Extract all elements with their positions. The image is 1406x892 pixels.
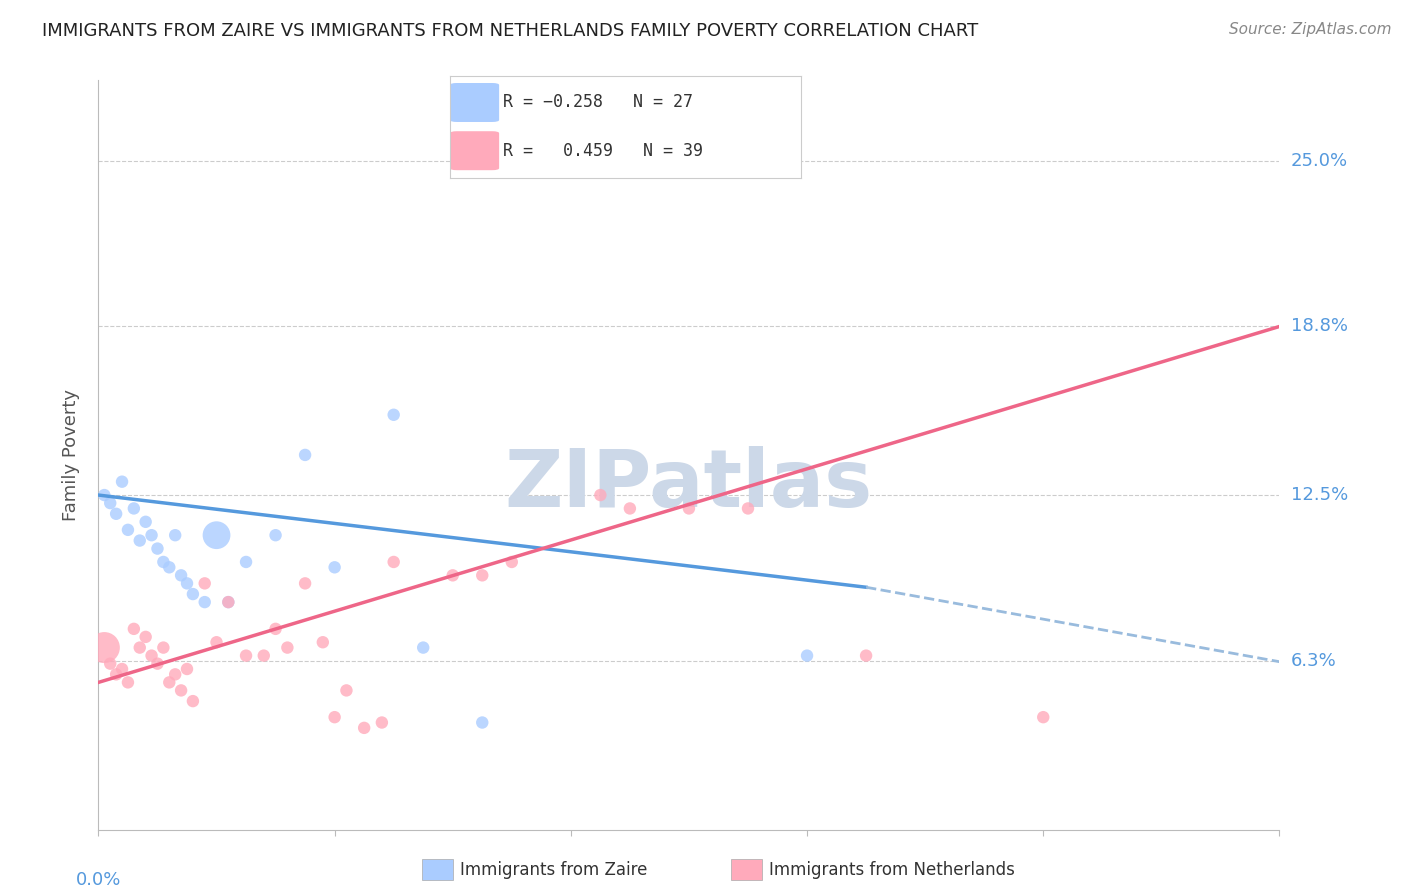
Point — [181, 587, 204, 601]
Point — [217, 595, 239, 609]
Point — [264, 622, 287, 636]
Point — [98, 496, 121, 510]
Point — [146, 657, 169, 671]
Point — [117, 523, 139, 537]
Point — [111, 475, 134, 489]
Point — [170, 568, 193, 582]
Point — [152, 640, 174, 655]
Point — [157, 560, 180, 574]
Point — [122, 501, 145, 516]
Point — [323, 710, 346, 724]
Point — [135, 515, 157, 529]
Point — [441, 568, 464, 582]
Text: ZIPatlas: ZIPatlas — [505, 446, 873, 524]
Point — [371, 715, 394, 730]
Point — [235, 555, 257, 569]
Point — [141, 528, 163, 542]
Point — [235, 648, 257, 663]
Point — [194, 595, 217, 609]
Point — [471, 715, 494, 730]
Text: 18.8%: 18.8% — [1291, 318, 1347, 335]
FancyBboxPatch shape — [450, 83, 499, 122]
Point — [105, 507, 128, 521]
Point — [152, 555, 174, 569]
Text: R =   0.459   N = 39: R = 0.459 N = 39 — [503, 142, 703, 160]
Point — [855, 648, 877, 663]
Y-axis label: Family Poverty: Family Poverty — [62, 389, 80, 521]
Point — [111, 662, 134, 676]
Point — [264, 528, 287, 542]
Point — [501, 555, 523, 569]
Point — [737, 501, 759, 516]
Point — [105, 667, 128, 681]
Point — [128, 533, 150, 548]
Point — [312, 635, 335, 649]
FancyBboxPatch shape — [450, 131, 499, 170]
Point — [217, 595, 239, 609]
Point — [205, 528, 228, 542]
Point — [276, 640, 298, 655]
Point — [323, 560, 346, 574]
Point — [141, 648, 163, 663]
Point — [165, 667, 187, 681]
Point — [157, 675, 180, 690]
Point — [181, 694, 204, 708]
Text: Source: ZipAtlas.com: Source: ZipAtlas.com — [1229, 22, 1392, 37]
Text: Immigrants from Zaire: Immigrants from Zaire — [460, 861, 647, 879]
Text: 12.5%: 12.5% — [1291, 486, 1348, 504]
Point — [98, 657, 121, 671]
Point — [170, 683, 193, 698]
Point — [176, 576, 198, 591]
Point — [128, 640, 150, 655]
Point — [589, 488, 612, 502]
Point — [678, 501, 700, 516]
Text: 0.0%: 0.0% — [76, 871, 121, 888]
Text: Immigrants from Netherlands: Immigrants from Netherlands — [769, 861, 1015, 879]
Point — [93, 488, 115, 502]
Point — [353, 721, 375, 735]
Text: IMMIGRANTS FROM ZAIRE VS IMMIGRANTS FROM NETHERLANDS FAMILY POVERTY CORRELATION : IMMIGRANTS FROM ZAIRE VS IMMIGRANTS FROM… — [42, 22, 979, 40]
Point — [294, 448, 316, 462]
Point — [176, 662, 198, 676]
Point — [194, 576, 217, 591]
Point — [93, 640, 115, 655]
Text: 25.0%: 25.0% — [1291, 152, 1348, 169]
Point — [205, 635, 228, 649]
Point — [146, 541, 169, 556]
Point — [335, 683, 357, 698]
Point — [1032, 710, 1054, 724]
Point — [619, 501, 641, 516]
Point — [117, 675, 139, 690]
Point — [135, 630, 157, 644]
Text: R = −0.258   N = 27: R = −0.258 N = 27 — [503, 94, 693, 112]
Point — [382, 555, 405, 569]
Point — [382, 408, 405, 422]
Point — [253, 648, 276, 663]
Point — [796, 648, 818, 663]
Text: 6.3%: 6.3% — [1291, 652, 1336, 670]
Point — [294, 576, 316, 591]
Point — [165, 528, 187, 542]
Point — [471, 568, 494, 582]
Point — [122, 622, 145, 636]
Point — [412, 640, 434, 655]
